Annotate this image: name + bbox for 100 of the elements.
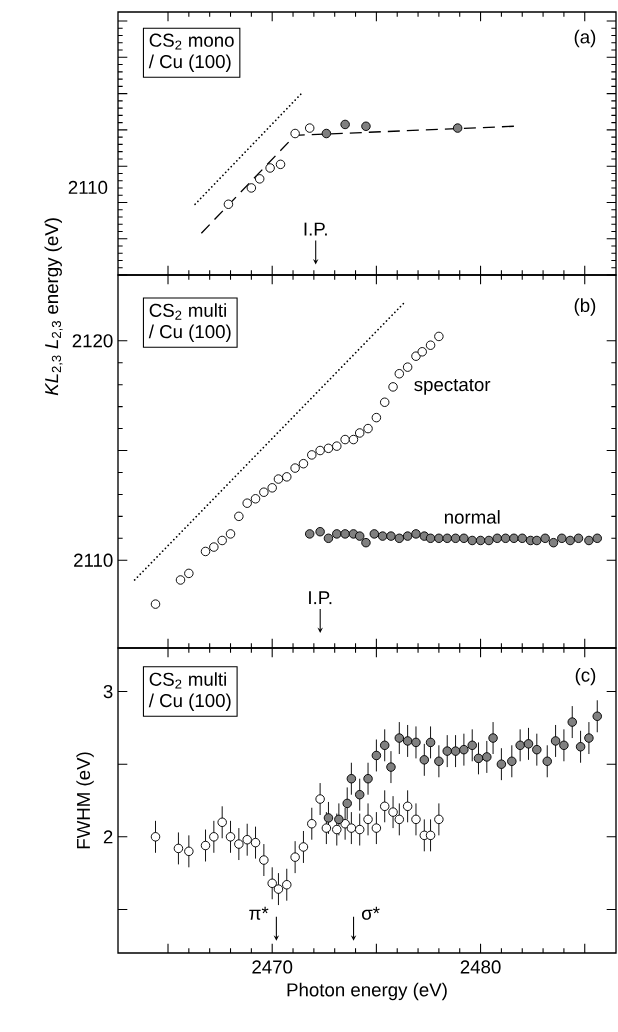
point <box>321 128 332 139</box>
point <box>459 533 469 544</box>
point <box>361 121 371 131</box>
point <box>304 123 315 133</box>
point <box>532 535 542 546</box>
point <box>509 533 519 544</box>
point <box>315 445 325 456</box>
point <box>459 744 469 755</box>
point <box>200 840 211 851</box>
point <box>363 814 373 825</box>
point <box>223 199 234 209</box>
annotation: (c) <box>575 667 596 686</box>
y-tick-label: 2120 <box>72 334 113 348</box>
point <box>348 434 359 445</box>
point <box>515 740 525 751</box>
point <box>434 814 444 825</box>
point <box>234 839 244 849</box>
point <box>394 368 405 379</box>
point <box>323 443 334 454</box>
annotation: (b) <box>574 298 596 316</box>
point <box>394 533 405 544</box>
point <box>334 814 344 825</box>
point <box>434 331 444 342</box>
point <box>275 159 286 170</box>
point <box>548 537 559 548</box>
point <box>225 832 236 842</box>
point <box>388 807 398 817</box>
annotation: σ* <box>361 906 380 920</box>
point <box>175 575 186 585</box>
point <box>371 750 382 761</box>
point <box>371 823 382 833</box>
annotation: CS$_{2}$ multi <box>149 303 226 320</box>
point <box>150 599 161 609</box>
point <box>323 533 334 544</box>
point <box>346 773 357 784</box>
point <box>442 746 452 756</box>
y-tick-label: 2110 <box>74 553 113 567</box>
point <box>340 434 350 445</box>
point <box>584 733 594 743</box>
point <box>354 789 365 800</box>
point <box>340 119 350 130</box>
point <box>332 824 342 835</box>
point <box>500 533 511 544</box>
point <box>452 123 463 133</box>
point <box>250 837 261 848</box>
y-axis-title: KL$_{2,3}$ L$_{2,3}$ energy (eV) <box>44 218 63 396</box>
point <box>273 474 284 484</box>
point <box>234 511 244 522</box>
annotation: I.P. <box>304 222 327 236</box>
annotation: I.P. <box>309 591 332 605</box>
point <box>354 531 365 541</box>
point <box>298 842 309 852</box>
point <box>450 533 461 544</box>
point <box>290 852 300 862</box>
point <box>265 163 275 173</box>
point <box>517 533 527 544</box>
point <box>417 347 427 357</box>
text: CS$_{2}$ mono <box>149 33 234 50</box>
point <box>540 533 550 544</box>
point <box>379 397 390 407</box>
point <box>386 762 396 772</box>
point <box>573 533 584 544</box>
point <box>254 174 265 184</box>
point <box>425 533 436 544</box>
point <box>307 819 317 829</box>
point <box>340 529 350 539</box>
point <box>434 533 444 544</box>
point <box>225 529 236 539</box>
point <box>425 830 436 841</box>
point <box>550 736 561 746</box>
point <box>425 737 436 748</box>
point <box>354 428 365 438</box>
point <box>467 740 477 751</box>
point <box>290 128 300 139</box>
point <box>150 832 161 842</box>
point <box>217 535 227 546</box>
point <box>592 711 602 721</box>
y-tick-label: 2 <box>103 830 113 844</box>
point <box>246 183 257 193</box>
point <box>507 756 517 767</box>
point <box>467 535 477 546</box>
point <box>388 382 398 392</box>
point <box>342 798 352 809</box>
point <box>315 526 325 537</box>
point <box>532 744 542 755</box>
point <box>488 733 498 743</box>
point <box>523 739 534 749</box>
point <box>450 746 461 756</box>
point <box>475 535 486 546</box>
point <box>346 823 357 833</box>
point <box>592 533 602 544</box>
series-label: spectator <box>414 378 491 395</box>
point <box>402 801 413 812</box>
point <box>542 756 552 767</box>
point <box>242 834 252 845</box>
point <box>282 880 292 890</box>
point <box>402 736 413 746</box>
point <box>273 884 284 894</box>
point <box>386 531 396 541</box>
point <box>200 546 211 557</box>
